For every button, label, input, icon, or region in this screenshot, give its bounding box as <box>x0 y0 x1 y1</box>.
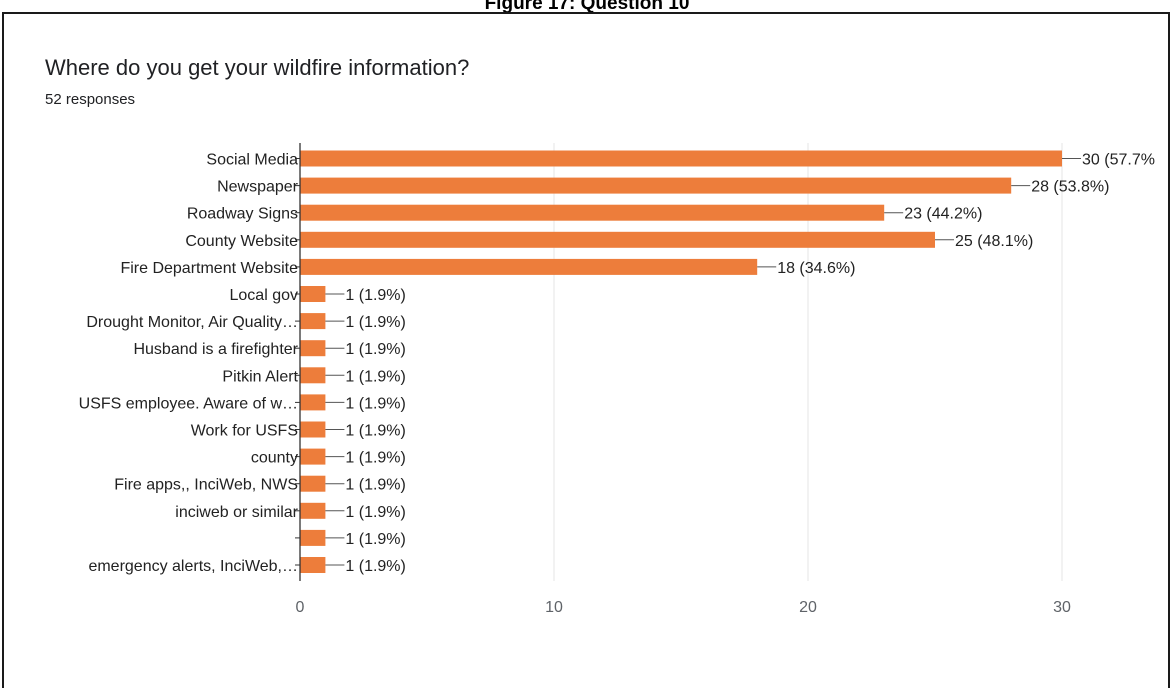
data-label: 1 (1.9%) <box>345 287 405 304</box>
category-label: Social Media <box>206 152 298 169</box>
chart-title: Where do you get your wildfire informati… <box>45 55 470 80</box>
bar <box>300 529 326 546</box>
bar <box>300 448 326 465</box>
data-label: 1 (1.9%) <box>345 314 405 331</box>
category-labels: Social Media Newspaper Roadway Signs County… <box>79 152 299 576</box>
bar <box>300 231 935 248</box>
data-label: 1 (1.9%) <box>345 558 405 575</box>
bar <box>300 340 326 357</box>
bar <box>300 394 326 411</box>
leader-lines <box>325 158 1081 566</box>
bar <box>300 475 326 492</box>
category-label: Local gov <box>230 287 299 304</box>
bar <box>300 286 326 302</box>
category-label: Drought Monitor, Air Quality… <box>86 314 298 331</box>
y-axis <box>295 143 301 581</box>
bar <box>300 502 326 519</box>
category-label: Husband is a firefighter <box>133 341 298 358</box>
x-tick-labels: 0 10 20 30 <box>296 599 1071 616</box>
bar <box>300 150 1062 167</box>
data-label: 25 (48.1%) <box>955 233 1033 250</box>
bar <box>300 313 326 330</box>
bar <box>300 421 326 438</box>
category-label: Newspaper <box>217 179 299 196</box>
data-label: 1 (1.9%) <box>345 395 405 412</box>
x-tick-label: 10 <box>545 599 563 616</box>
data-label: 23 (44.2%) <box>904 206 982 223</box>
figure-caption: Figure 17: Question 10 <box>484 0 690 14</box>
category-label: Work for USFS <box>191 423 298 440</box>
x-tick-label: 30 <box>1053 599 1071 616</box>
category-label: USFS employee. Aware of w… <box>79 395 298 412</box>
category-label: Roadway Signs <box>187 206 298 223</box>
data-label: 1 (1.9%) <box>345 423 405 440</box>
category-label: county <box>251 450 298 467</box>
bar <box>300 367 326 384</box>
data-label: 1 (1.9%) <box>345 531 405 548</box>
data-label: 1 (1.9%) <box>345 341 405 358</box>
bar <box>300 177 1012 194</box>
chart-frame <box>2 12 1170 688</box>
bar <box>300 557 326 573</box>
category-label: Pitkin Alert <box>222 368 298 385</box>
x-tick-label: 20 <box>799 599 817 616</box>
bar <box>300 258 758 275</box>
category-label: Fire Department Website <box>120 260 298 277</box>
bar <box>300 204 885 221</box>
category-label: emergency alerts, InciWeb,… <box>88 558 298 575</box>
data-label: 1 (1.9%) <box>345 477 405 494</box>
data-label: 1 (1.9%) <box>345 504 405 521</box>
data-label: 28 (53.8%) <box>1031 179 1109 196</box>
data-label: 30 (57.7% <box>1082 152 1155 169</box>
x-tick-label: 0 <box>296 599 305 616</box>
category-label: County Website <box>185 233 298 250</box>
data-label: 1 (1.9%) <box>345 450 405 467</box>
chart-subtitle: 52 responses <box>45 91 136 108</box>
data-labels: 30 (57.7% 28 (53.8%) 23 (44.2%) 25 (48.1%) 1… <box>345 152 1155 576</box>
category-label: Fire apps,, InciWeb, NWS <box>114 477 298 494</box>
data-label: 1 (1.9%) <box>345 368 405 385</box>
category-label: inciweb or similar <box>175 504 298 521</box>
data-label: 18 (34.6%) <box>777 260 855 277</box>
bars <box>300 150 1062 573</box>
